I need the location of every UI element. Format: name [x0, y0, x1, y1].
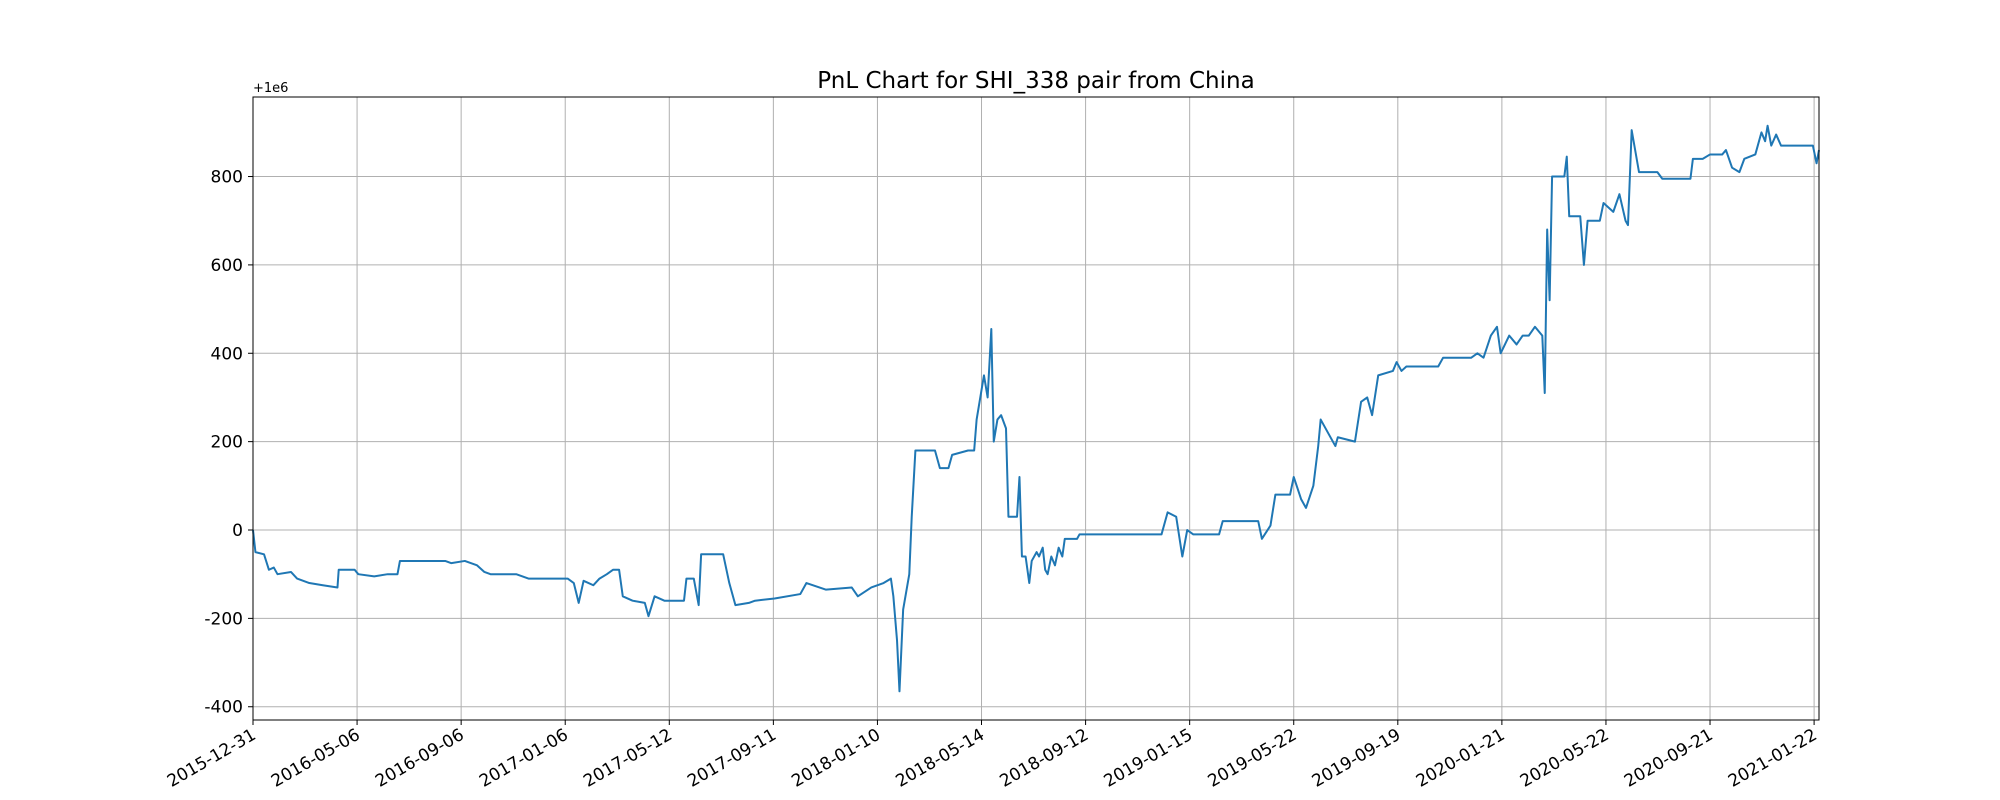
y-tick-label: 800	[211, 168, 243, 188]
chart-title: PnL Chart for SHI_338 pair from China	[817, 68, 1254, 94]
plot-frame	[252, 96, 1820, 721]
y-tick-label: 400	[211, 344, 243, 364]
y-tick-label: -200	[204, 609, 243, 629]
line-series	[252, 124, 1820, 693]
y-tick-label: 200	[211, 433, 243, 453]
y-tick-label: -400	[204, 698, 243, 718]
y-tick-label: 0	[232, 521, 243, 541]
y-offset-label: +1e6	[253, 81, 288, 96]
y-tick-label: 600	[211, 256, 243, 276]
